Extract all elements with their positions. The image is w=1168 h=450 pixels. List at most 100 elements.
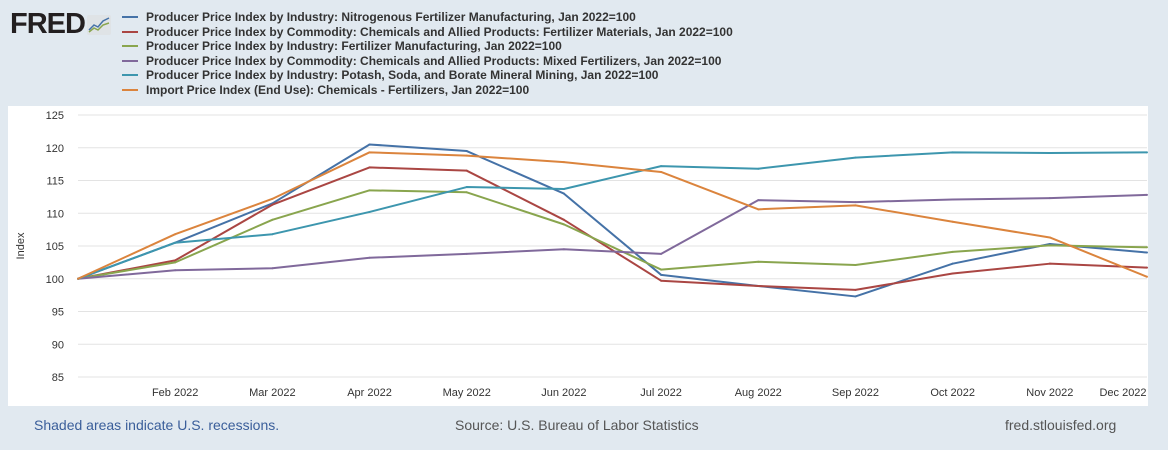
site-link[interactable]: fred.stlouisfed.org [1005,417,1117,433]
data-point[interactable] [951,250,954,253]
series-line-3[interactable] [77,193,1148,280]
data-point[interactable] [1048,197,1051,200]
data-point[interactable] [951,220,954,223]
data-point[interactable] [368,166,371,169]
legend: Producer Price Index by Industry: Nitrog… [122,10,733,97]
legend-item[interactable]: Producer Price Index by Industry: Fertil… [122,39,733,54]
legend-label: Producer Price Index by Industry: Potash… [146,68,659,83]
data-point[interactable] [1048,244,1051,247]
legend-item[interactable]: Producer Price Index by Commodity: Chemi… [122,54,733,69]
data-point[interactable] [660,170,663,173]
x-tick-label: Apr 2022 [347,387,392,399]
data-point[interactable] [562,248,565,251]
data-point[interactable] [465,150,468,153]
data-point[interactable] [368,151,371,154]
data-point[interactable] [77,277,79,280]
x-tick-label: Dec 2022 [1099,387,1146,399]
data-point[interactable] [660,252,663,255]
x-tick-label: Mar 2022 [249,387,295,399]
data-point[interactable] [757,199,760,202]
y-tick-label: 120 [46,143,64,155]
data-point[interactable] [660,165,663,168]
fred-logo-text: FRED [10,8,86,40]
chart-right-margin [1148,106,1163,406]
legend-swatch [122,59,138,62]
data-point[interactable] [1146,275,1148,278]
legend-swatch [122,45,138,48]
data-point[interactable] [660,279,663,282]
data-point[interactable] [271,233,274,236]
data-point[interactable] [562,161,565,164]
data-point[interactable] [368,210,371,213]
data-point[interactable] [854,156,857,159]
data-point[interactable] [1048,262,1051,265]
data-point[interactable] [854,263,857,266]
data-point[interactable] [174,241,177,244]
data-point[interactable] [465,154,468,157]
data-point[interactable] [1146,193,1148,196]
data-point[interactable] [271,203,274,206]
series-line-0[interactable] [77,143,1148,298]
data-point[interactable] [174,259,177,262]
data-point[interactable] [562,188,565,191]
fred-logo[interactable]: FRED [10,8,111,41]
data-point[interactable] [854,295,857,298]
data-point[interactable] [1146,151,1148,154]
data-point[interactable] [562,223,565,226]
data-point[interactable] [271,218,274,221]
data-point[interactable] [368,189,371,192]
legend-label: Producer Price Index by Commodity: Chemi… [146,53,722,68]
recessions-note[interactable]: Shaded areas indicate U.S. recessions. [34,417,280,433]
series-line-4[interactable] [77,151,1148,280]
data-point[interactable] [951,272,954,275]
data-point[interactable] [951,262,954,265]
data-point[interactable] [660,273,663,276]
data-point[interactable] [757,284,760,287]
data-point[interactable] [174,269,177,272]
data-point[interactable] [854,201,857,204]
legend-item[interactable]: Producer Price Index by Industry: Nitrog… [122,10,733,25]
data-point[interactable] [271,267,274,270]
legend-item[interactable]: Import Price Index (End Use): Chemicals … [122,83,733,98]
data-point[interactable] [951,151,954,154]
data-point[interactable] [562,218,565,221]
y-tick-label: 105 [46,241,64,253]
legend-item[interactable]: Producer Price Index by Industry: Potash… [122,68,733,83]
data-point[interactable] [174,233,177,236]
data-point[interactable] [757,167,760,170]
chart-background [8,106,1163,406]
source-text: Source: U.S. Bureau of Labor Statistics [455,417,699,433]
series-line-1[interactable] [77,166,1148,291]
data-point[interactable] [1146,246,1148,249]
series-line-5[interactable] [77,151,1148,280]
x-tick-label: Nov 2022 [1026,387,1073,399]
data-point[interactable] [271,197,274,200]
data-point[interactable] [757,208,760,211]
legend-swatch [122,88,138,91]
data-point[interactable] [465,169,468,172]
data-point[interactable] [174,261,177,264]
data-point[interactable] [854,288,857,291]
data-point[interactable] [465,252,468,255]
data-point[interactable] [660,268,663,271]
data-point[interactable] [562,192,565,195]
y-tick-label: 90 [52,339,64,351]
data-point[interactable] [368,143,371,146]
data-point[interactable] [465,191,468,194]
data-point[interactable] [368,256,371,259]
data-point[interactable] [757,260,760,263]
data-point[interactable] [1146,251,1148,254]
legend-label: Producer Price Index by Commodity: Chemi… [146,24,733,39]
data-point[interactable] [1048,151,1051,154]
data-point[interactable] [854,204,857,207]
legend-item[interactable]: Producer Price Index by Commodity: Chemi… [122,25,733,40]
data-point[interactable] [1048,236,1051,239]
series-line-2[interactable] [77,189,1148,280]
data-point[interactable] [465,186,468,189]
data-point[interactable] [1146,266,1148,269]
legend-swatch [122,16,138,19]
y-tick-label: 115 [46,176,64,188]
data-point[interactable] [951,198,954,201]
legend-label: Producer Price Index by Industry: Nitrog… [146,10,636,25]
legend-label: Import Price Index (End Use): Chemicals … [146,82,530,97]
